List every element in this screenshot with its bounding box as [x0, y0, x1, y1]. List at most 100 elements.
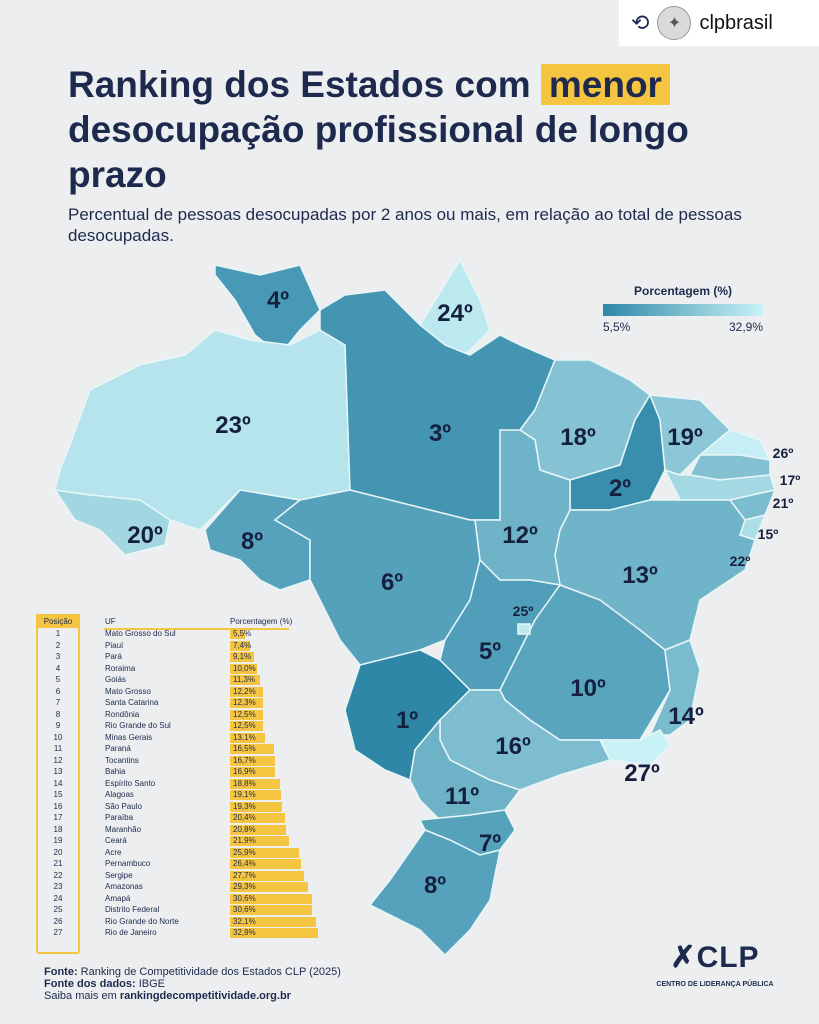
pct-bar: [230, 882, 309, 893]
pct-value: 7,4%: [233, 640, 252, 650]
map-label-pr: 11º: [445, 783, 479, 810]
table-row: 11 Paraná 16,5%: [36, 743, 306, 755]
pct-bar: [230, 709, 264, 720]
more-info-link[interactable]: rankingdecompetitividade.org.br: [119, 990, 291, 1002]
logo-figure-icon: ✗: [670, 941, 697, 974]
header-divider: [104, 628, 289, 630]
row-pos: 20: [53, 847, 63, 857]
map-label-pb: 17º: [780, 472, 801, 488]
color-legend: Porcentagem (%) 5,5% 32,9%: [603, 284, 763, 334]
clp-logo: ✗CLP CENTRO DE LIDERANÇA PÚBLICA: [640, 940, 790, 988]
row-pos: 16: [53, 801, 63, 811]
table-row: 17 Paraíba 20,4%: [36, 812, 306, 824]
row-pct: 16,5%: [230, 744, 306, 755]
pct-bar: [230, 629, 245, 640]
table-row: 4 Roraima 10,0%: [36, 663, 306, 675]
title-highlight: menor: [540, 64, 670, 105]
row-pos: 22: [53, 870, 63, 880]
pct-bar: [230, 859, 301, 870]
map-label-rn: 26º: [773, 445, 794, 461]
map-label-se: 22º: [730, 553, 751, 569]
pct-value: 5,5%: [233, 629, 252, 639]
row-uf: Maranhão: [105, 824, 142, 834]
row-pct: 12,5%: [230, 721, 306, 732]
row-pct: 32,9%: [230, 928, 318, 939]
pct-bar: [230, 755, 275, 766]
state-rr: [214, 264, 321, 357]
pct-bar: [230, 675, 261, 686]
table-row: 26 Rio Grande do Norte 32,1%: [36, 916, 316, 928]
pct-bar: [230, 721, 264, 732]
repost-icon: ⟲: [631, 10, 650, 35]
row-pct: 19,3%: [230, 801, 306, 812]
map-label-ba: 13º: [622, 562, 658, 589]
sources: Fonte: Ranking de Competitividade dos Es…: [44, 966, 341, 1002]
row-pos: 9: [55, 721, 61, 731]
pct-bar: [230, 824, 286, 835]
pct-bar: [230, 790, 282, 801]
row-pos: 15: [53, 790, 63, 800]
ranking-table: Posição UF Porcentagem (%) 1 Mato Grosso …: [36, 614, 318, 939]
row-pct: 32,1%: [230, 916, 316, 927]
username[interactable]: clpbrasil: [699, 11, 773, 34]
logo-tagline: CENTRO DE LIDERANÇA PÚBLICA: [656, 981, 774, 988]
pct-bar: [230, 767, 276, 778]
pct-bar: [230, 698, 263, 709]
row-pos: 24: [53, 893, 63, 903]
data-source-label: Fonte dos dados:: [44, 978, 136, 990]
subtitle: Percentual de pessoas desocupadas por 2 …: [68, 205, 742, 245]
table-row: 8 Rondônia 12,5%: [36, 709, 306, 721]
map-label-to: 12º: [502, 522, 538, 549]
table-row: 25 Distrito Federal 30,6%: [36, 904, 312, 916]
title-text: Ranking dos Estados com: [68, 64, 541, 105]
repost-header: ⟲ ✦ clpbrasil: [619, 0, 819, 46]
pct-bar: [230, 732, 265, 743]
pct-bar: [230, 801, 282, 812]
table-row: 16 São Paulo 19,3%: [36, 801, 306, 813]
row-uf: Rio Grande do Norte: [105, 916, 179, 926]
row-uf: São Paulo: [105, 801, 142, 811]
row-pct: 11,3%: [230, 675, 306, 686]
row-pct: 19,1%: [230, 790, 306, 801]
row-uf: Espírito Santo: [105, 778, 156, 788]
page-title: Ranking dos Estados com menor desocupaçã…: [68, 62, 748, 197]
row-uf: Minas Gerais: [105, 732, 153, 742]
row-uf: Santa Catarina: [105, 698, 159, 708]
row-pct: 13,1%: [230, 732, 306, 743]
pct-bar: [230, 663, 257, 674]
pct-value: 12,5%: [233, 721, 256, 731]
pct-value: 16,5%: [233, 744, 256, 754]
pct-value: 12,2%: [233, 686, 256, 696]
source-label: Fonte:: [44, 966, 78, 978]
row-uf: Paraná: [105, 744, 131, 754]
table-row: 7 Santa Catarina 12,3%: [36, 697, 306, 709]
pct-value: 19,1%: [233, 790, 256, 800]
more-info-text: Saiba mais em: [44, 990, 120, 1002]
row-pos: 4: [55, 663, 61, 673]
data-source-text: IBGE: [135, 978, 166, 990]
map-label-am: 23º: [215, 412, 251, 439]
table-row: 20 Acre 25,9%: [36, 847, 306, 859]
map-label-es: 14º: [668, 703, 704, 730]
map-label-pa: 3º: [429, 420, 451, 447]
pct-value: 32,1%: [233, 916, 256, 926]
row-uf: Tocantins: [105, 755, 139, 765]
avatar[interactable]: ✦: [657, 6, 692, 40]
row-pct: 30,6%: [230, 893, 312, 904]
map-label-mt: 6º: [381, 569, 403, 596]
pct-value: 26,4%: [233, 859, 256, 869]
table-header: Posição UF Porcentagem (%): [36, 614, 306, 628]
pct-value: 11,3%: [233, 675, 256, 685]
table-row: 22 Sergipe 27,7%: [36, 870, 306, 882]
row-pos: 10: [53, 732, 63, 742]
table-row: 3 Pará 9,1%: [36, 651, 306, 663]
pct-bar: [230, 847, 300, 858]
row-pos: 21: [53, 859, 63, 869]
pct-bar: [230, 652, 255, 663]
row-uf: Pará: [105, 652, 122, 662]
state-ce: [648, 394, 732, 476]
row-uf: Roraima: [105, 663, 136, 673]
pct-value: 29,3%: [233, 882, 256, 892]
row-pos: 26: [53, 916, 63, 926]
state-ac: [53, 489, 171, 556]
